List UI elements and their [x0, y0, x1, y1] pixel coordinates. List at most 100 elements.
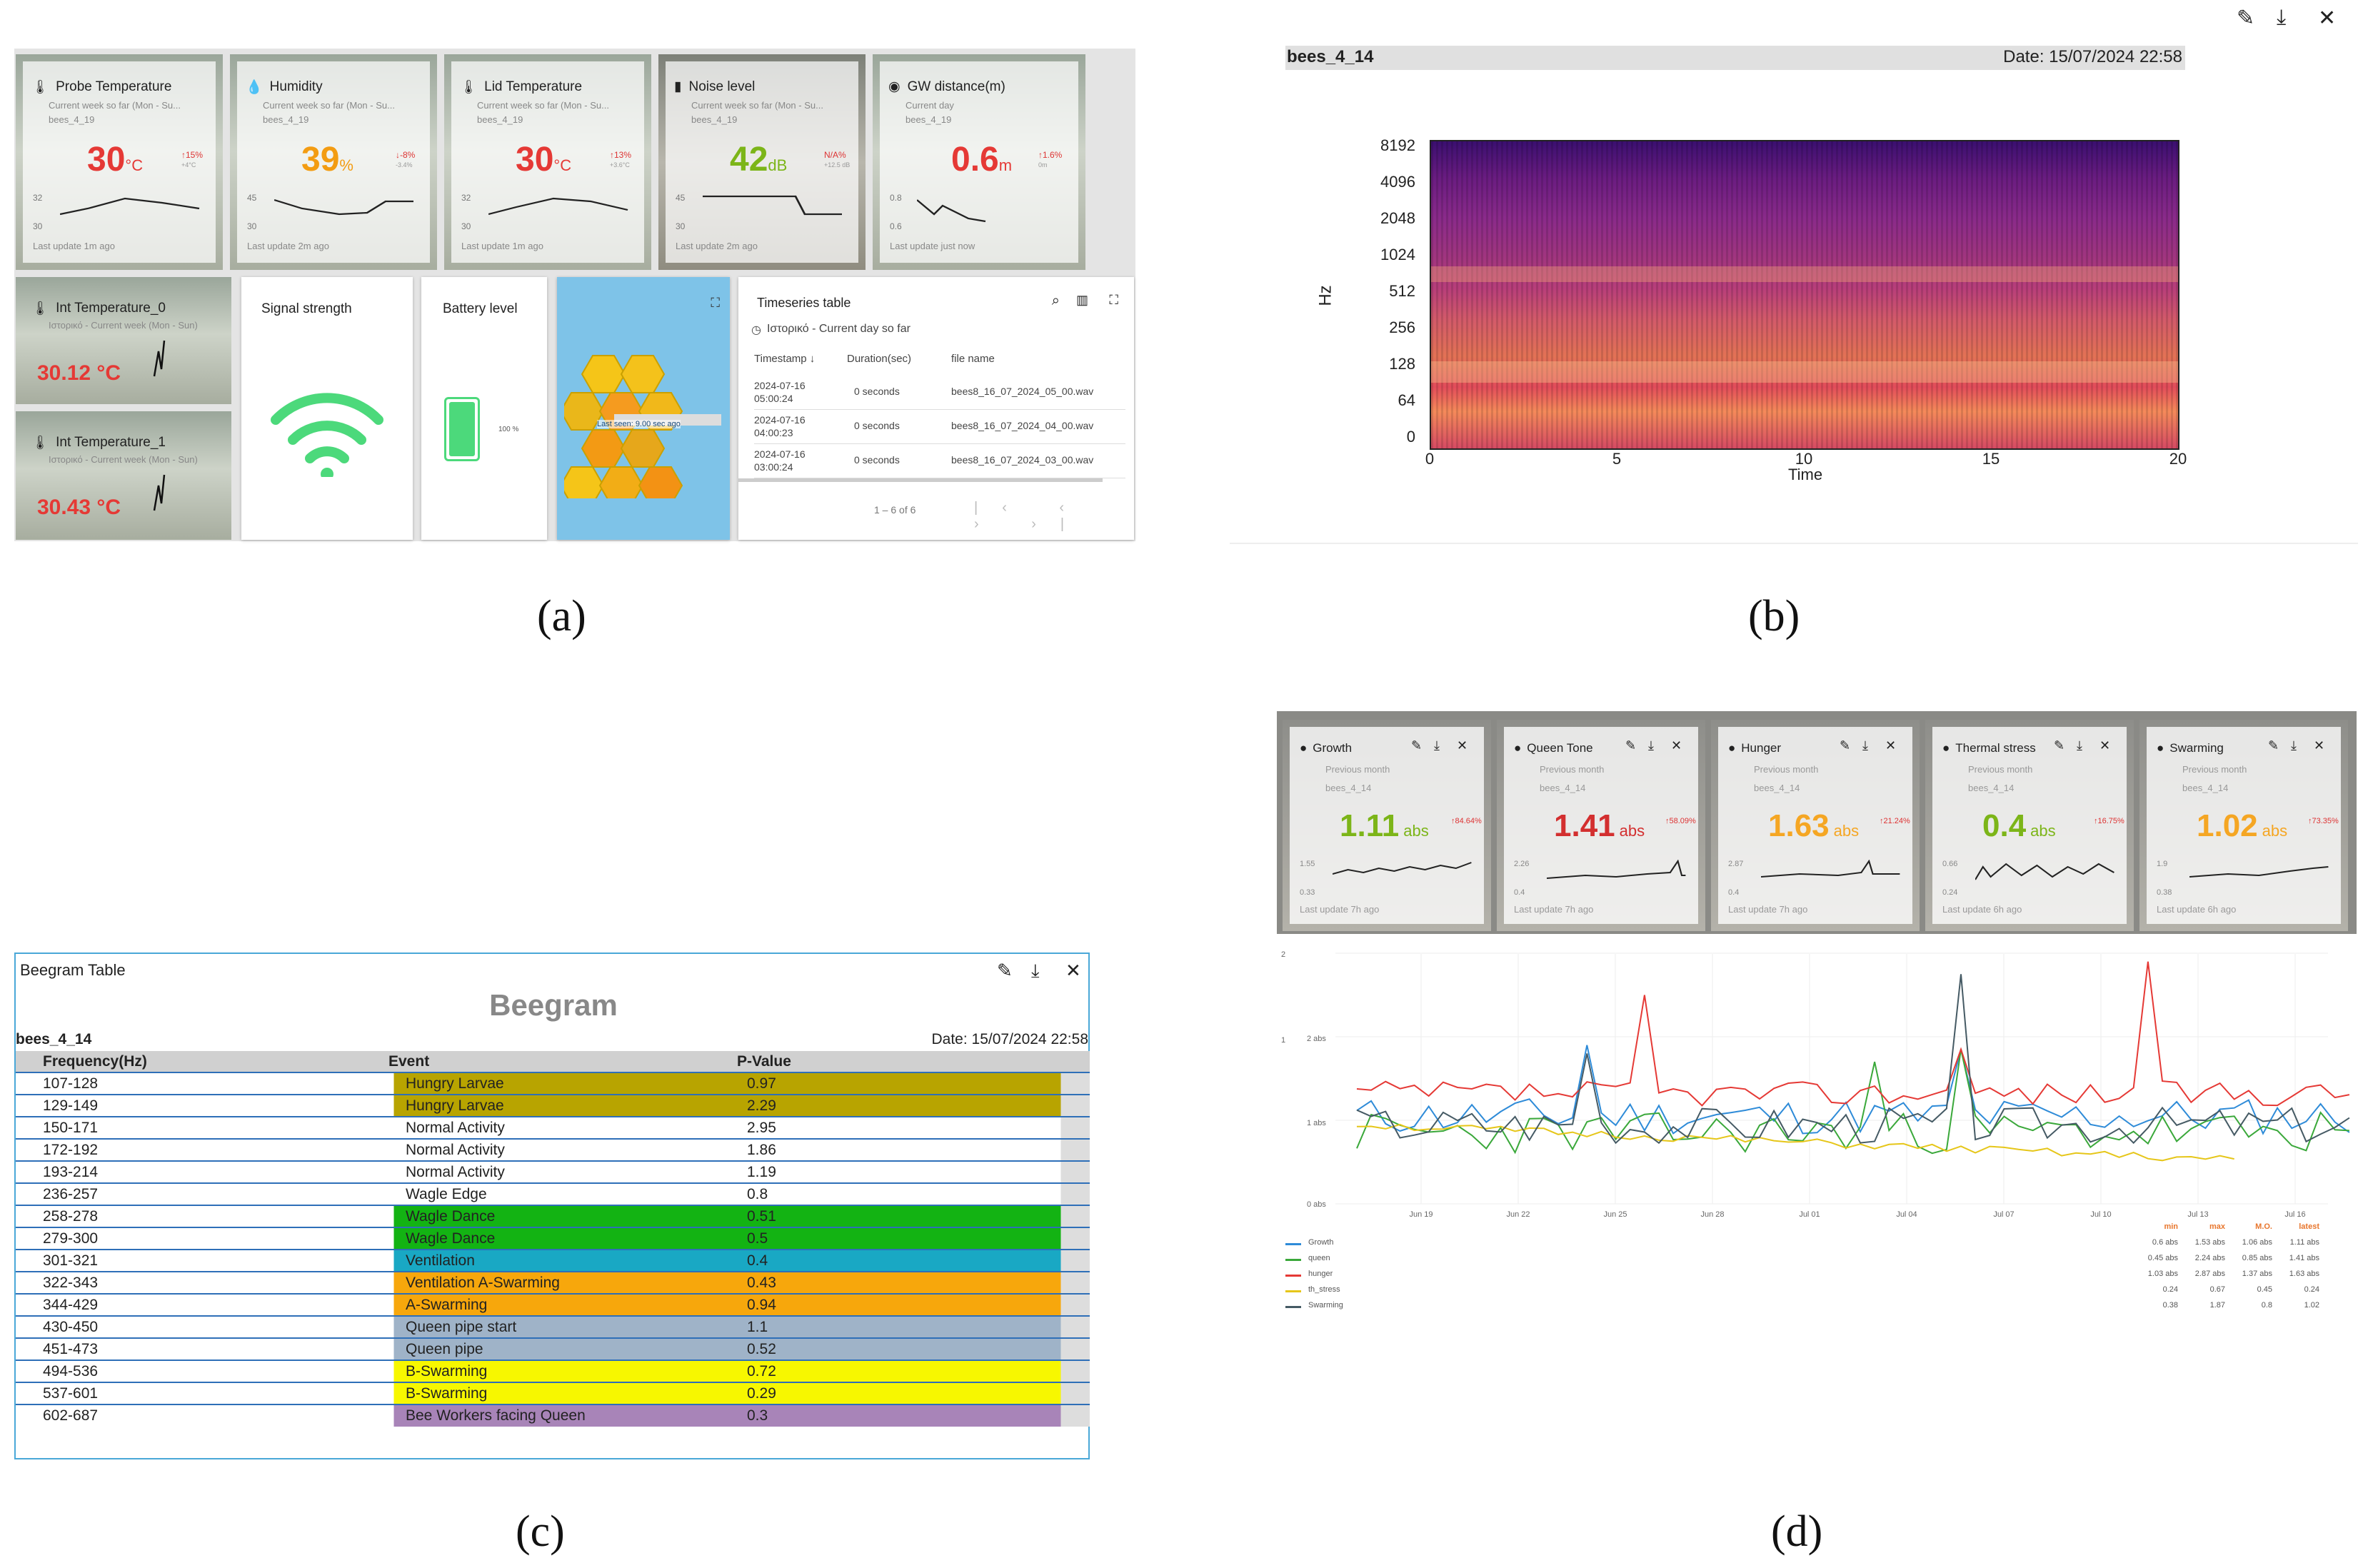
x-tick-label: Jul 07 — [1993, 1210, 2014, 1219]
device-name: bees_4_14 — [1325, 783, 1372, 793]
legend-row[interactable]: Swarming 0.38 1.87 0.8 1.02 — [1285, 1301, 2349, 1315]
timeseries-chart[interactable]: Jun 19 Jun 22 Jun 25 Jun 28 Jul 01 Jul 04 Jul … — [1278, 940, 2357, 1225]
event-cell: B-Swarming — [380, 1360, 728, 1382]
legend-column-header: M.O. — [2255, 1222, 2272, 1231]
axis-max: 1.9 — [2157, 860, 2168, 868]
close-icon[interactable]: ✕ — [1457, 738, 1468, 753]
download-icon[interactable]: ⤓ — [2077, 738, 2082, 753]
close-icon[interactable]: ✕ — [1885, 738, 1897, 753]
device-name: bees_4_14 — [1754, 783, 1800, 793]
edit-icon[interactable]: ✎ — [997, 960, 1013, 981]
frequency-cell: 279-300 — [16, 1227, 380, 1250]
event-cell: A-Swarming — [380, 1294, 728, 1316]
kpi-card-humidity[interactable]: 💧 Humidity Current week so far (Mon - Su.… — [230, 54, 437, 270]
kpi-card-probe-temperature[interactable]: 🌡 Probe Temperature Current week so far (… — [16, 54, 223, 270]
close-icon[interactable]: ✕ — [1065, 960, 1081, 981]
spectrogram-image — [1430, 140, 2179, 450]
axis-max: 0.8 — [890, 193, 902, 203]
table-row: 236-257 Wagle Edge 0.8 — [16, 1183, 1090, 1205]
delta-percent: ↑1.6% — [1038, 150, 1063, 160]
edit-icon[interactable]: ✎ — [1625, 738, 1637, 753]
card-title: Queen Tone — [1527, 741, 1593, 755]
columns-icon[interactable]: ▥ — [1075, 293, 1088, 307]
date-label: Date: 15/07/2024 22:58 — [2003, 47, 2182, 66]
y-tick-label: 1024 — [1380, 246, 1415, 263]
kpi-card-lid-temperature[interactable]: 🌡 Lid Temperature Current week so far (Mo… — [444, 54, 651, 270]
scrollbar[interactable] — [738, 478, 1103, 482]
table-row[interactable]: 2024-07-16 05:00:24 0 seconds bees8_16_0… — [754, 377, 1125, 410]
kpi-value: 1.41 abs — [1554, 808, 1645, 843]
kpi-card-hunger[interactable]: ● Hunger ✎ ⤓ ✕ Previous month bees_4_14 1… — [1711, 720, 1920, 931]
table-row: 193-214 Normal Activity 1.19 — [16, 1161, 1090, 1183]
sparkline — [1761, 860, 1900, 878]
column-header[interactable]: Timestamp ↓ — [754, 353, 816, 365]
table-row: 322-343 Ventilation A-Swarming 0.43 — [16, 1272, 1090, 1294]
pagination-controls[interactable]: |‹ ‹ › ›| — [974, 500, 1089, 532]
frequency-cell: 193-214 — [16, 1161, 380, 1183]
frequency-cell: 258-278 — [16, 1205, 380, 1227]
fullscreen-icon[interactable]: ⛶ — [711, 296, 720, 310]
edit-icon[interactable]: ✎ — [2268, 738, 2279, 753]
kpi-card-noise-level[interactable]: ▮ Noise level Current week so far (Mon - … — [658, 54, 866, 270]
download-icon[interactable]: ⤓ — [1648, 738, 1654, 753]
kpi-card-growth[interactable]: ● Growth ✎ ⤓ ✕ Previous month bees_4_14 1… — [1283, 720, 1491, 931]
y-tick-label: 4096 — [1380, 173, 1415, 191]
int-temperature-1-card[interactable]: 🌡 Int Temperature_1 Ιστορικό - Current we… — [16, 411, 231, 540]
legend-row[interactable]: hunger 1.03 abs 2.87 abs 1.37 abs 1.63 abs — [1285, 1270, 2349, 1284]
x-tick-label: 15 — [1982, 450, 2000, 468]
timeseries-table-card[interactable]: Timeseries table ⌕ ▥ ⛶ ◷ Ιστορικό - Curre… — [738, 277, 1134, 540]
y-axis-label: Hz — [1315, 285, 1335, 306]
legend-row[interactable]: queen 0.45 abs 2.24 abs 0.85 abs 1.41 abs — [1285, 1254, 2349, 1268]
table-row[interactable]: 2024-07-16 03:00:24 0 seconds bees8_16_0… — [754, 446, 1125, 478]
edit-icon[interactable]: ✎ — [2237, 6, 2255, 30]
download-icon[interactable]: ⤓ — [1031, 960, 1040, 981]
download-icon[interactable]: ⤓ — [1434, 738, 1440, 753]
bee-icon: ● — [1942, 741, 1950, 755]
delta-percent: ↑21.24% — [1880, 817, 1910, 825]
download-icon[interactable]: ⤓ — [2277, 6, 2287, 29]
last-update: Last update 1m ago — [461, 241, 543, 251]
close-icon[interactable]: ✕ — [2099, 738, 2111, 753]
edit-icon[interactable]: ✎ — [1411, 738, 1423, 753]
int-temperature-0-card[interactable]: 🌡 Int Temperature_0 Ιστορικό - Current we… — [16, 277, 231, 404]
kpi-card-gw-distance-m-[interactable]: ◉ GW distance(m) Current day bees_4_19 0.… — [873, 54, 1085, 270]
x-tick-label: Jul 01 — [1799, 1210, 1820, 1219]
table-row[interactable]: 2024-07-16 04:00:23 0 seconds bees8_16_0… — [754, 411, 1125, 444]
p-value-cell: 0.4 — [728, 1250, 1090, 1272]
battery-icon — [444, 397, 480, 461]
signal-strength-card[interactable]: Signal strength — [241, 277, 413, 540]
close-icon[interactable]: ✕ — [2318, 6, 2337, 30]
battery-level-card[interactable]: Battery level 100 % — [421, 277, 547, 540]
axis-min: 0.4 — [1514, 888, 1525, 897]
column-header[interactable]: file name — [951, 353, 995, 365]
download-icon[interactable]: ⤓ — [1862, 738, 1868, 753]
kpi-card-swarming[interactable]: ● Swarming ✎ ⤓ ✕ Previous month bees_4_14… — [2139, 720, 2348, 931]
column-header[interactable]: Duration(sec) — [847, 353, 912, 365]
sparkline — [2189, 866, 2329, 878]
table-row: 279-300 Wagle Dance 0.5 — [16, 1227, 1090, 1250]
row-duration: 0 seconds — [854, 420, 900, 431]
frequency-cell: 602-687 — [16, 1404, 380, 1427]
kpi-card-queen-tone[interactable]: ● Queen Tone ✎ ⤓ ✕ Previous month bees_4_… — [1497, 720, 1705, 931]
edit-icon[interactable]: ✎ — [1840, 738, 1851, 753]
device-name: bees_4_14 — [16, 1031, 92, 1047]
fullscreen-icon[interactable]: ⛶ — [1109, 293, 1118, 307]
event-cell: Queen pipe — [380, 1338, 728, 1360]
row-filename: bees8_16_07_2024_03_00.wav — [951, 454, 1094, 466]
legend-row[interactable]: Growth 0.6 abs 1.53 abs 1.06 abs 1.11 abs — [1285, 1238, 2349, 1252]
axis-max: 45 — [676, 193, 686, 203]
kpi-card-thermal-stress[interactable]: ● Thermal stress ✎ ⤓ ✕ Previous month bee… — [1925, 720, 2134, 931]
download-icon[interactable]: ⤓ — [2291, 738, 2297, 753]
hive-camera-card[interactable]: ⛶ Last seen: 9.00 sec ago — [557, 277, 730, 540]
search-icon[interactable]: ⌕ — [1051, 293, 1060, 308]
legend-row[interactable]: th_stress 0.24 0.67 0.45 0.24 — [1285, 1285, 2349, 1300]
edit-icon[interactable]: ✎ — [2054, 738, 2065, 753]
legend-value: 1.37 abs — [2242, 1270, 2272, 1278]
battery-percent: 100 % — [498, 426, 519, 433]
card-subtitle: Current week so far (Mon - Su... — [691, 100, 823, 111]
close-icon[interactable]: ✕ — [2314, 738, 2325, 753]
y-tick-label: 2 abs — [1307, 1035, 1326, 1043]
close-icon[interactable]: ✕ — [1671, 738, 1682, 753]
kpi-value: 1.63 abs — [1768, 808, 1860, 843]
legend-column-header: latest — [2299, 1222, 2319, 1231]
